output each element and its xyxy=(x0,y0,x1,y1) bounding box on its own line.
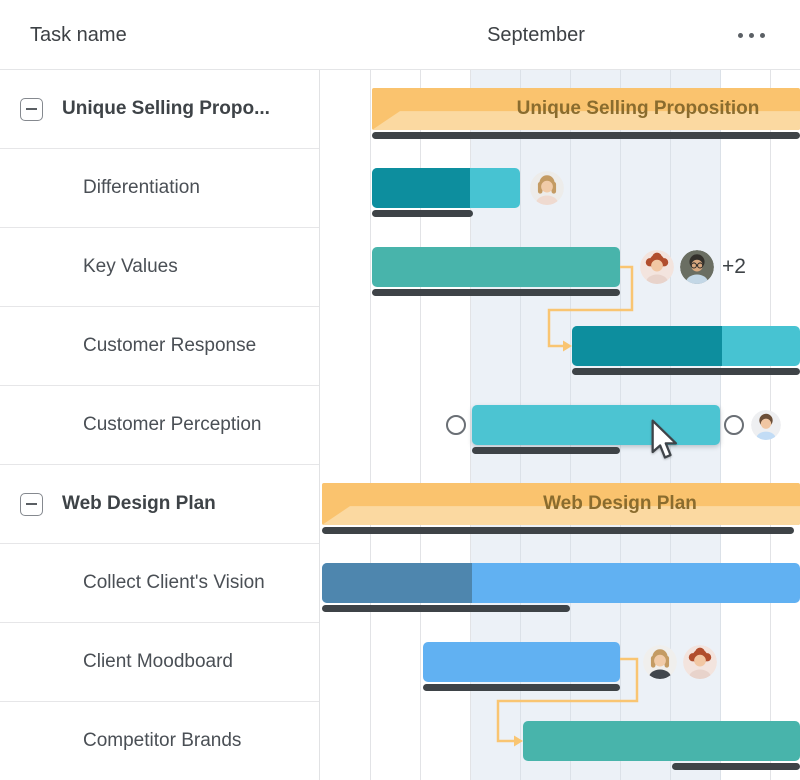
taskbar[interactable] xyxy=(372,247,620,287)
progress-underline xyxy=(572,368,800,375)
assignee-avatar[interactable] xyxy=(683,645,717,679)
task-row[interactable]: Competitor Brands xyxy=(0,702,319,780)
progress-underline xyxy=(672,763,800,770)
chart-row xyxy=(320,149,800,228)
task-name-column-header: Task name xyxy=(30,23,127,46)
minus-icon xyxy=(26,503,37,505)
assignee-avatar[interactable] xyxy=(751,410,781,440)
gridline xyxy=(420,70,421,780)
chart-row xyxy=(320,702,800,780)
progress-underline xyxy=(372,132,800,139)
task-row[interactable]: Customer Response xyxy=(0,307,319,386)
task-label: Web Design Plan xyxy=(62,493,216,514)
gantt-chart-area: Unique Selling Proposition +2 Web Design P… xyxy=(320,70,800,780)
task-label: Differentiation xyxy=(83,177,200,198)
taskbar[interactable] xyxy=(472,405,720,445)
task-label: Collect Client's Vision xyxy=(83,572,265,593)
gridline xyxy=(370,70,371,780)
summary-bar-label: Web Design Plan xyxy=(543,493,697,514)
timeline-month-header: September xyxy=(487,23,585,46)
task-list-panel: Unique Selling Propo... Differentiation Ke… xyxy=(0,70,320,780)
task-row[interactable]: Unique Selling Propo... xyxy=(0,70,319,149)
task-row[interactable]: Collect Client's Vision xyxy=(0,544,319,623)
mouse-cursor-icon xyxy=(650,419,682,466)
collapse-button[interactable] xyxy=(20,97,43,121)
taskbar-completed-segment xyxy=(322,563,472,603)
gridline xyxy=(720,70,721,780)
task-label: Customer Response xyxy=(83,335,257,356)
task-row[interactable]: Customer Perception xyxy=(0,386,319,465)
progress-underline xyxy=(322,527,794,534)
task-row[interactable]: Web Design Plan xyxy=(0,465,319,544)
summary-bar-shading xyxy=(372,111,800,130)
task-row[interactable]: Key Values xyxy=(0,228,319,307)
progress-underline xyxy=(423,684,620,691)
summary-bar-shading xyxy=(322,506,800,525)
task-label: Customer Perception xyxy=(83,414,262,435)
assignee-overflow-count[interactable]: +2 xyxy=(722,255,746,278)
summary-taskbar[interactable]: Web Design Plan xyxy=(322,483,800,525)
dependency-endpoint-circle[interactable] xyxy=(724,415,744,435)
task-label: Client Moodboard xyxy=(83,651,233,672)
progress-underline xyxy=(372,210,473,217)
task-row[interactable]: Differentiation xyxy=(0,149,319,228)
chart-row xyxy=(320,386,800,465)
taskbar[interactable] xyxy=(423,642,620,682)
assignee-avatar[interactable] xyxy=(530,171,564,205)
taskbar-completed-segment xyxy=(372,168,470,208)
chart-row xyxy=(320,623,800,702)
task-row[interactable]: Client Moodboard xyxy=(0,623,319,702)
chart-row xyxy=(320,307,800,386)
summary-taskbar[interactable]: Unique Selling Proposition xyxy=(372,88,800,130)
task-label: Competitor Brands xyxy=(83,730,242,751)
collapse-button[interactable] xyxy=(20,492,43,516)
taskbar-completed-segment xyxy=(572,326,722,366)
assignee-avatar[interactable] xyxy=(643,645,677,679)
progress-underline xyxy=(372,289,620,296)
progress-underline xyxy=(472,447,620,454)
ellipsis-menu-icon[interactable] xyxy=(738,0,765,70)
task-label: Key Values xyxy=(83,256,178,277)
chart-row: Web Design Plan xyxy=(320,465,800,544)
progress-underline xyxy=(322,605,570,612)
taskbar[interactable] xyxy=(322,563,800,603)
assignee-avatar[interactable] xyxy=(680,250,714,284)
dependency-endpoint-circle[interactable] xyxy=(446,415,466,435)
task-label: Unique Selling Propo... xyxy=(62,98,270,119)
minus-icon xyxy=(26,108,37,110)
gridline xyxy=(470,70,471,780)
chart-row: +2 xyxy=(320,228,800,307)
taskbar[interactable] xyxy=(372,168,520,208)
header-bar: Task name September xyxy=(0,0,800,70)
taskbar[interactable] xyxy=(523,721,800,761)
assignee-avatar[interactable] xyxy=(640,250,674,284)
chart-row xyxy=(320,544,800,623)
summary-bar-label: Unique Selling Proposition xyxy=(516,98,760,119)
chart-row: Unique Selling Proposition xyxy=(320,70,800,149)
taskbar[interactable] xyxy=(572,326,800,366)
